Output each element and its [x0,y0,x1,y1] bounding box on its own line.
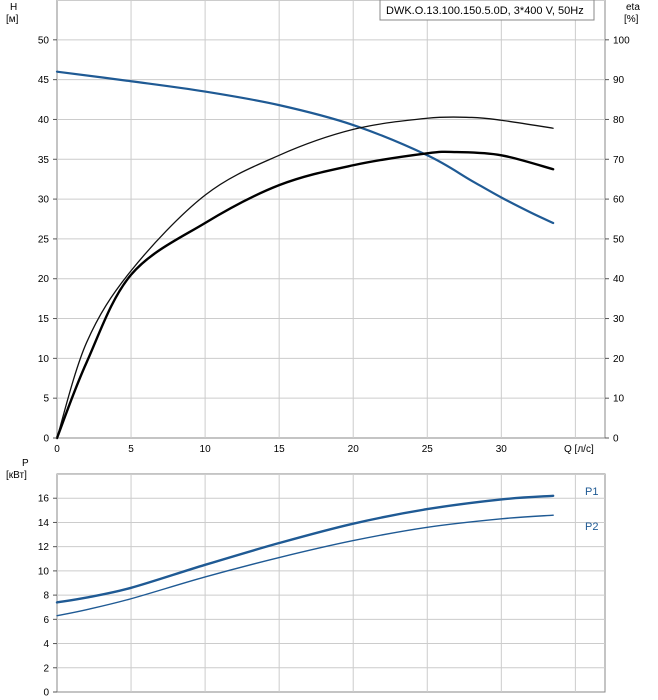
y-left-tick-label: 0 [43,434,49,445]
y-left-unit: [м] [6,14,19,25]
power-y-unit: [кВт] [6,470,27,481]
top-plot-frame [56,0,606,439]
y-left-tick-label: 30 [38,195,50,206]
y-left-tick-label: 5 [43,394,49,405]
top-series [55,70,555,440]
power-y-tick-label: 8 [43,591,49,602]
power-y-tick-label: 0 [43,688,49,699]
power-y-tick-label: 2 [43,663,49,674]
y-left-tick-label: 10 [38,354,50,365]
power-panel: 0 2 4 6 8 10 12 14 16 P [кВт] P1 P2 [6,458,606,699]
y-left-tick-label: 40 [38,115,50,126]
power-y-tick-label: 12 [38,542,50,553]
y-left-tick-label: 15 [38,314,50,325]
legend-p2: P2 [585,521,598,533]
series-line-eta-total [55,150,555,440]
top-ticks: 0 5 10 15 20 25 30 0 5 10 15 20 25 30 35 40 45 50 0 10 20 30 4… [38,35,630,455]
x-axis-label: Q [л/с] [564,444,594,455]
y-right-tick-label: 100 [613,35,630,46]
power-y-tick-label: 14 [38,518,50,529]
head-efficiency-panel: 0 5 10 15 20 25 30 0 5 10 15 20 25 30 35 40 45 50 0 10 20 30 4… [6,0,640,455]
y-right-unit: [%] [624,14,639,25]
power-y-tick-label: 6 [43,615,49,626]
y-right-tick-label: 0 [613,434,619,445]
legend-p1: P1 [585,486,598,498]
y-right-tick-label: 20 [613,354,625,365]
series-line-eta-pump [56,116,554,439]
y-left-tick-label: 45 [38,75,50,86]
x-tick-label: 10 [200,444,212,455]
x-tick-label: 30 [496,444,508,455]
x-tick-label: 5 [128,444,134,455]
bottom-series [55,494,555,617]
power-y-label: P [22,458,29,469]
y-left-tick-label: 50 [38,35,50,46]
y-right-tick-label: 10 [613,394,625,405]
y-left-label: H [10,2,17,13]
series-line-p2 [56,514,554,617]
power-y-tick-label: 4 [43,639,49,650]
y-right-tick-label: 40 [613,274,625,285]
y-right-tick-label: 90 [613,75,625,86]
series-line-p1 [55,494,555,604]
y-right-tick-label: 70 [613,155,625,166]
chart-title: DWK.O.13.100.150.5.0D, 3*400 V, 50Hz [386,5,584,17]
y-right-label: eta [626,2,640,13]
bottom-ticks: 0 2 4 6 8 10 12 14 16 [38,494,57,699]
x-tick-label: 25 [422,444,434,455]
y-left-tick-label: 20 [38,274,50,285]
y-left-tick-label: 35 [38,155,50,166]
bottom-plot-frame [56,473,606,693]
y-right-tick-label: 80 [613,115,625,126]
y-right-tick-label: 50 [613,234,625,245]
y-left-tick-label: 25 [38,234,50,245]
series-line-h [55,70,555,225]
x-tick-label: 0 [54,444,60,455]
power-y-tick-label: 10 [38,566,50,577]
power-y-tick-label: 16 [38,494,50,505]
x-tick-label: 20 [348,444,360,455]
y-right-tick-label: 30 [613,314,625,325]
title-box [379,0,595,21]
x-tick-label: 15 [274,444,286,455]
y-right-tick-label: 60 [613,195,625,206]
